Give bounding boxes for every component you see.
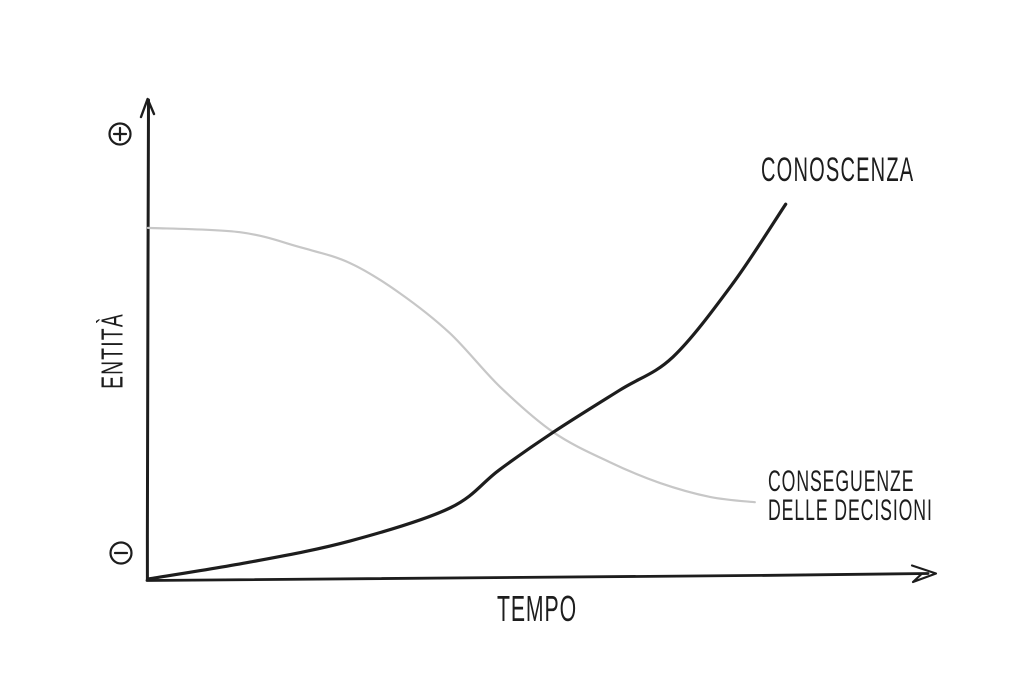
knowledge-curve: [146, 202, 788, 581]
minus-circle-icon: [109, 541, 133, 565]
y-axis-arrowhead-icon: [139, 97, 156, 119]
x-axis-line: [145, 572, 930, 582]
y-axis-line: [145, 98, 150, 582]
plus-circle-icon: [108, 122, 132, 146]
consequences-label-line1: CONSEGUENZE: [768, 465, 915, 498]
x-axis-arrowhead-icon: [910, 564, 938, 584]
y-axis-label: ENTITÀ: [94, 313, 130, 389]
consequences-curve-label: CONSEGUENZE DELLE DECISIONI: [768, 465, 933, 527]
knowledge-curve-label: CONOSCENZA: [761, 151, 915, 189]
consequences-label-line2: DELLE DECISIONI: [768, 494, 933, 527]
x-axis-label: TEMPO: [497, 588, 577, 629]
consequences-curve: [146, 226, 756, 504]
